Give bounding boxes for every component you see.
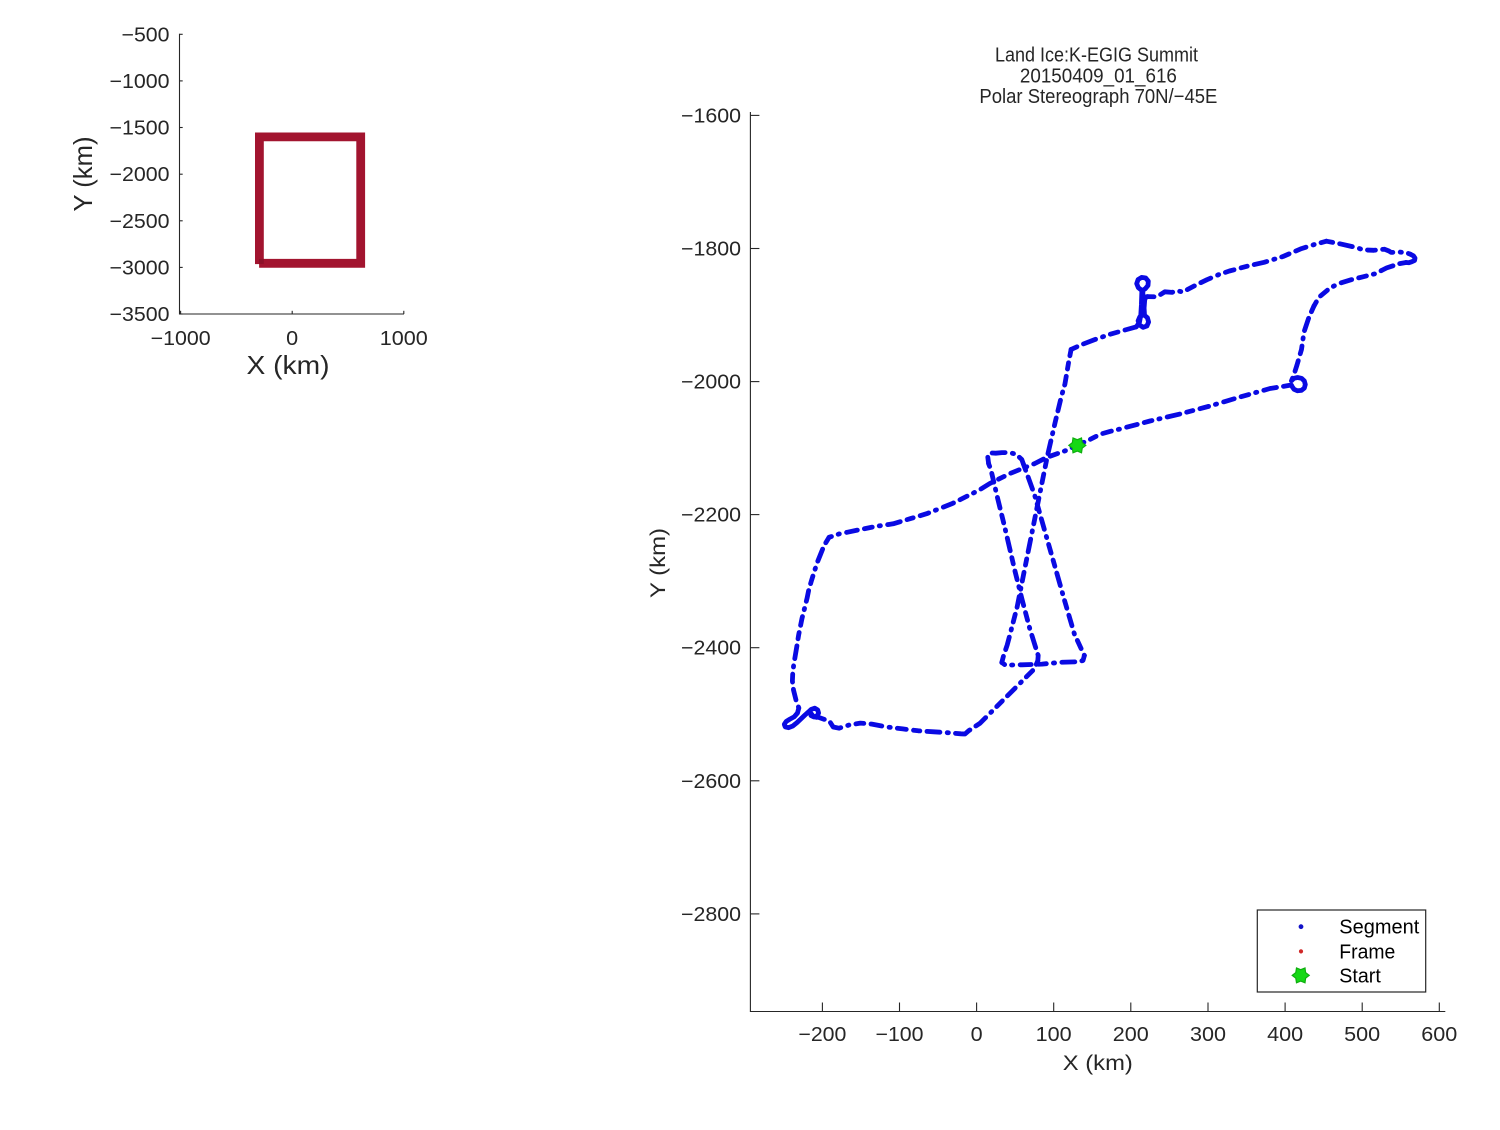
svg-text:−2000: −2000	[681, 372, 741, 394]
svg-text:−100: −100	[876, 1024, 924, 1046]
svg-text:−200: −200	[798, 1024, 846, 1046]
svg-text:Frame: Frame	[1339, 941, 1395, 963]
svg-text:Segment: Segment	[1339, 917, 1419, 939]
svg-text:−1000: −1000	[151, 328, 211, 350]
svg-text:Land Ice:K-EGIG Summit: Land Ice:K-EGIG Summit	[995, 45, 1198, 67]
svg-text:0: 0	[286, 328, 298, 350]
svg-text:−2500: −2500	[110, 211, 170, 233]
svg-text:−2000: −2000	[110, 164, 170, 186]
svg-text:1000: 1000	[380, 328, 428, 350]
svg-text:X (km): X (km)	[1063, 1051, 1133, 1075]
svg-text:−3500: −3500	[110, 304, 170, 326]
svg-text:−1800: −1800	[681, 239, 741, 261]
svg-text:500: 500	[1344, 1024, 1380, 1046]
svg-text:−3000: −3000	[110, 257, 170, 279]
svg-text:Polar Stereograph 70N/−45E: Polar Stereograph 70N/−45E	[979, 86, 1217, 108]
svg-text:100: 100	[1036, 1024, 1072, 1046]
svg-text:20150409_01_616: 20150409_01_616	[1020, 65, 1177, 87]
svg-text:−500: −500	[122, 24, 170, 46]
svg-text:−1000: −1000	[110, 71, 170, 93]
svg-text:0: 0	[971, 1024, 983, 1046]
svg-text:Start: Start	[1339, 965, 1381, 987]
svg-text:300: 300	[1190, 1024, 1226, 1046]
svg-text:Y (km): Y (km)	[646, 528, 670, 598]
svg-text:400: 400	[1267, 1024, 1303, 1046]
svg-text:−2400: −2400	[681, 638, 741, 660]
svg-text:−1500: −1500	[110, 118, 170, 140]
svg-text:200: 200	[1113, 1024, 1149, 1046]
svg-text:−2800: −2800	[681, 904, 741, 926]
svg-text:−2600: −2600	[681, 771, 741, 793]
svg-text:−1600: −1600	[681, 105, 741, 127]
svg-text:X (km): X (km)	[247, 350, 330, 380]
svg-text:−2200: −2200	[681, 505, 741, 527]
svg-text:600: 600	[1421, 1024, 1457, 1046]
svg-text:Y (km): Y (km)	[68, 137, 98, 212]
